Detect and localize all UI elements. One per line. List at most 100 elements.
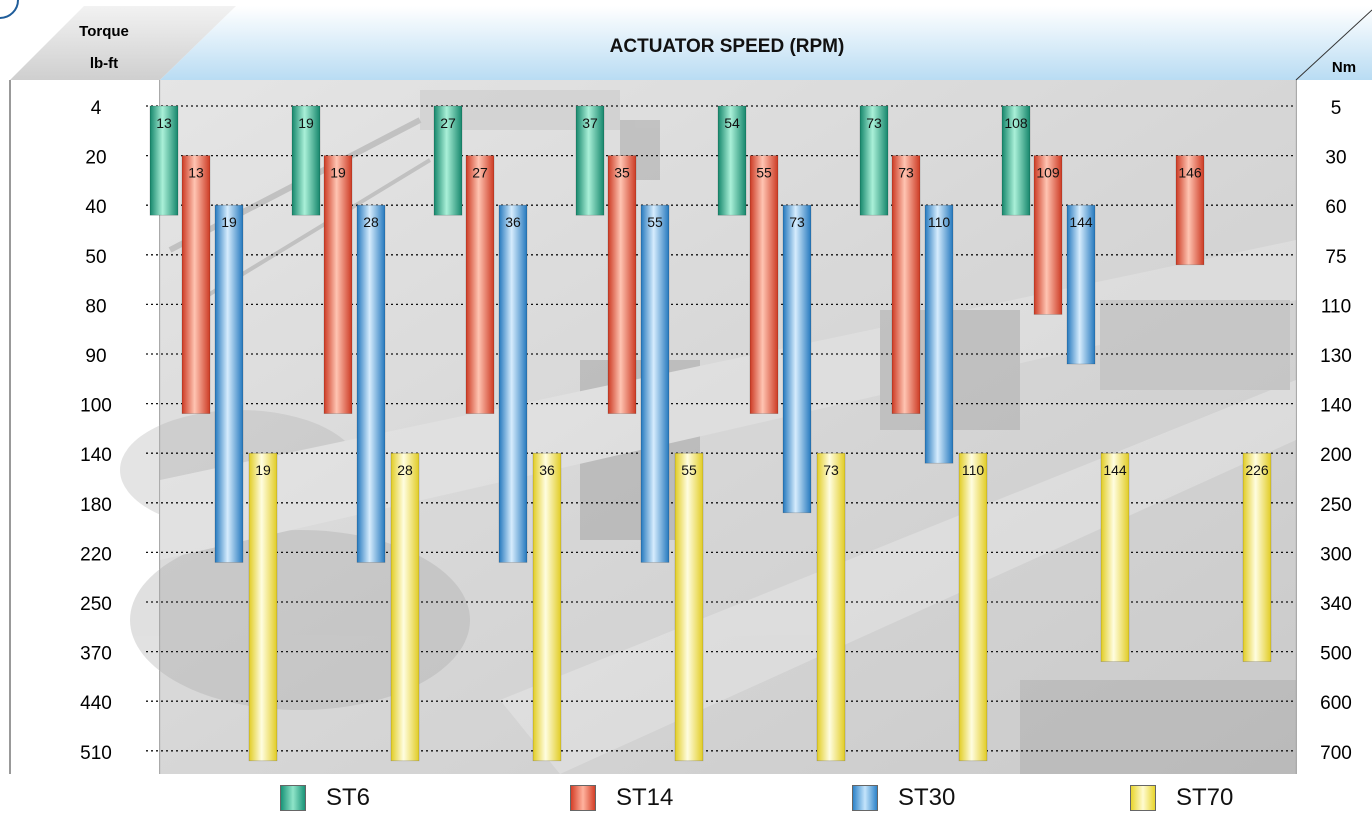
torque-tab	[10, 6, 236, 80]
bar-label-st70: 110	[962, 462, 985, 478]
chart-header-band	[160, 6, 1372, 80]
bar-label-st70: 36	[539, 462, 555, 478]
bar-label-st30: 73	[789, 214, 805, 230]
left-axis-title-line2: lb-ft	[90, 55, 118, 72]
left-tick-label: 250	[80, 594, 112, 615]
right-tick-label: 5	[1331, 98, 1342, 119]
bar-label-st14: 73	[898, 165, 914, 181]
bar-st30	[782, 204, 812, 514]
left-tick-label: 220	[80, 544, 112, 565]
bar-label-st14: 27	[472, 165, 488, 181]
bar-label-st14: 109	[1036, 165, 1060, 181]
bar-st6	[291, 105, 321, 216]
right-axis-title: Nm	[1332, 59, 1356, 76]
left-tick-label: 20	[85, 148, 106, 169]
bar-st14	[1175, 155, 1205, 266]
bar-label-st6: 108	[1004, 115, 1028, 131]
right-tick-label: 200	[1320, 445, 1352, 466]
bar-st6	[1001, 105, 1031, 216]
right-tick-label: 130	[1320, 346, 1352, 367]
bar-label-st6: 54	[724, 115, 740, 131]
legend-swatch-st70	[1130, 785, 1156, 811]
legend-swatch-st30	[852, 785, 878, 811]
bar-st30	[640, 204, 670, 563]
left-tick-label: 100	[80, 396, 112, 417]
bar-label-st14: 13	[188, 165, 204, 181]
right-tick-label: 30	[1325, 148, 1346, 169]
bar-st14	[323, 155, 353, 414]
bar-label-st70: 28	[397, 462, 413, 478]
left-tick-label: 140	[80, 445, 112, 466]
bar-st70	[248, 452, 278, 762]
legend-item-st14: ST14	[570, 784, 673, 812]
bar-st14	[891, 155, 921, 414]
left-tick-label: 4	[91, 98, 102, 119]
bar-st70	[532, 452, 562, 762]
bar-st30	[924, 204, 954, 464]
bar-st14	[181, 155, 211, 414]
bar-st6	[717, 105, 747, 216]
bar-st70	[1100, 452, 1130, 662]
bar-label-st14: 19	[330, 165, 346, 181]
right-tick-label: 340	[1320, 594, 1352, 615]
bar-label-st70: 73	[823, 462, 839, 478]
bar-label-st6: 19	[298, 115, 314, 131]
legend-label-st30: ST30	[898, 784, 956, 811]
bar-st70	[816, 452, 846, 762]
legend-label-st14: ST14	[616, 784, 674, 811]
bar-label-st70: 55	[681, 462, 697, 478]
bar-label-st30: 28	[363, 214, 379, 230]
legend-swatch-st14	[570, 785, 596, 811]
left-tick-label: 40	[85, 197, 106, 218]
legend-swatch-st6	[280, 785, 306, 811]
left-tick-label: 180	[80, 495, 112, 516]
bar-st6	[575, 105, 605, 216]
bar-st30	[1066, 204, 1096, 365]
bar-st14	[607, 155, 637, 414]
bar-label-st6: 37	[582, 115, 598, 131]
legend-label-st70: ST70	[1176, 784, 1234, 811]
left-tick-label: 510	[80, 743, 112, 764]
bar-st70	[958, 452, 988, 762]
nm-tab-edge	[1295, 9, 1372, 81]
bar-label-st6: 27	[440, 115, 456, 131]
left-axis-title-line1: Torque	[79, 23, 129, 40]
bar-st70	[390, 452, 420, 762]
bar-label-st70: 226	[1245, 462, 1269, 478]
bar-label-st14: 146	[1178, 165, 1202, 181]
legend-item-st30: ST30	[852, 784, 955, 812]
left-tick-label: 90	[85, 346, 106, 367]
bar-label-st14: 55	[756, 165, 772, 181]
bar-label-st70: 19	[255, 462, 271, 478]
left-tick-label: 440	[80, 693, 112, 714]
chart-title: ACTUATOR SPEED (RPM)	[610, 36, 845, 57]
right-tick-label: 300	[1320, 544, 1352, 565]
right-tick-label: 600	[1320, 693, 1352, 714]
bar-st14	[465, 155, 495, 414]
bar-label-st30: 144	[1069, 214, 1093, 230]
bar-st14	[1033, 155, 1063, 315]
bar-label-st14: 35	[614, 165, 630, 181]
bar-label-st6: 73	[866, 115, 882, 131]
right-tick-label: 60	[1325, 197, 1346, 218]
bar-st14	[749, 155, 779, 414]
bar-st6	[149, 105, 179, 216]
right-tick-label: 700	[1320, 743, 1352, 764]
bar-label-st30: 36	[505, 214, 521, 230]
bar-label-st30: 19	[221, 214, 237, 230]
bar-st30	[214, 204, 244, 563]
legend-item-st6: ST6	[280, 784, 370, 812]
bar-label-st6: 13	[156, 115, 172, 131]
right-tick-label: 250	[1320, 495, 1352, 516]
bar-label-st30: 110	[928, 214, 951, 230]
legend-item-st70: ST70	[1130, 784, 1233, 812]
bar-label-st30: 55	[647, 214, 663, 230]
bar-st30	[356, 204, 386, 563]
legend-label-st6: ST6	[326, 784, 371, 811]
right-tick-label: 140	[1320, 396, 1352, 417]
left-tick-label: 50	[85, 247, 106, 268]
left-tick-label: 80	[85, 296, 106, 317]
bar-st30	[498, 204, 528, 563]
corner-badge-icon	[0, 0, 19, 19]
